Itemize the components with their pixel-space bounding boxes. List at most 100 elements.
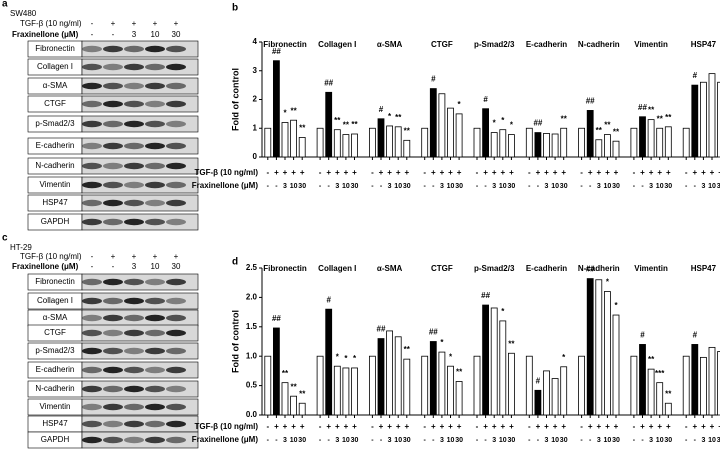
- blot-band: [103, 181, 123, 189]
- lane-sign: 30: [351, 437, 359, 444]
- protein-label: GAPDH: [41, 217, 70, 226]
- lane-sign: 10: [290, 183, 298, 190]
- lane-sign: +: [614, 168, 619, 177]
- protein-label: N-cadherin: [35, 161, 74, 170]
- bar: [421, 355, 429, 416]
- bar: [639, 116, 646, 158]
- blot-band: [82, 181, 102, 189]
- lane-sign: +: [448, 422, 453, 431]
- lane-sign: -: [484, 183, 487, 190]
- lane-sign: +: [326, 168, 331, 177]
- bar: [647, 368, 655, 416]
- row-label: TGF-β (10 ng/ml): [194, 168, 258, 177]
- lane-sign: 30: [403, 437, 411, 444]
- panel-letter: b: [232, 3, 238, 14]
- blot-band: [103, 45, 123, 53]
- lane-sign: -: [432, 183, 435, 190]
- significance: #: [693, 331, 698, 340]
- bar: [377, 118, 385, 158]
- bar: [403, 358, 411, 416]
- lane-sign: -: [528, 437, 531, 444]
- significance: **: [604, 121, 611, 130]
- significance: **: [657, 114, 664, 123]
- protein-label: HSP47: [42, 198, 68, 207]
- bar: [534, 132, 542, 158]
- y-tick-label: 1: [253, 123, 258, 132]
- lane-sign: 30: [717, 437, 720, 444]
- group-label: HSP47: [691, 264, 717, 273]
- lane-sign: +: [718, 422, 720, 431]
- significance: **: [282, 369, 289, 378]
- group-label: HSP47: [691, 40, 717, 49]
- bar: [691, 344, 699, 416]
- blot-band: [82, 100, 102, 108]
- group-label: N-cadherin: [578, 40, 620, 49]
- blot-band: [166, 436, 186, 444]
- bar: [281, 382, 289, 416]
- bar: [325, 91, 333, 158]
- lane-sign: +: [649, 168, 654, 177]
- lane-sign: +: [492, 422, 497, 431]
- cell-line: SW480: [10, 9, 37, 18]
- blot-band: [82, 420, 102, 428]
- bar: [368, 127, 376, 158]
- bar: [281, 122, 289, 158]
- bar: [578, 127, 585, 158]
- lane-sign: -: [476, 437, 479, 444]
- significance: *: [501, 116, 505, 125]
- lane-sign: 30: [717, 183, 720, 190]
- lane-sign: +: [300, 168, 305, 177]
- blot-band: [82, 142, 102, 150]
- bar: [612, 140, 620, 158]
- lane-sign: -: [633, 168, 636, 177]
- y-tick-label: 1.0: [246, 351, 258, 360]
- lane-sign: -: [476, 183, 479, 190]
- lane-sign: 10: [604, 183, 612, 190]
- y-tick-label: 0.5: [246, 381, 258, 390]
- significance: *: [388, 112, 392, 121]
- significance: *: [510, 121, 514, 130]
- lane-sign: +: [710, 422, 715, 431]
- lane-sign: +: [509, 168, 514, 177]
- bar: [499, 320, 507, 416]
- bar: [682, 127, 690, 158]
- significance: **: [665, 113, 672, 122]
- significance: #: [326, 295, 331, 304]
- blot-band: [145, 100, 165, 108]
- panel-letter: a: [2, 0, 8, 10]
- protein-label: CTGF: [44, 99, 66, 108]
- bar: [717, 351, 720, 416]
- blot-band: [103, 366, 123, 374]
- lane-sign: +: [404, 422, 409, 431]
- lane-sign: 10: [551, 183, 559, 190]
- lane-sign: 30: [403, 183, 411, 190]
- group-label: Fibronectin: [263, 264, 307, 273]
- blot-band: [103, 199, 123, 207]
- bar: [578, 355, 585, 416]
- bar: [490, 132, 498, 158]
- lane-sign: 10: [708, 183, 716, 190]
- lane-sign: 3: [545, 183, 549, 190]
- bar: [586, 110, 594, 158]
- lane-sign: +: [283, 422, 288, 431]
- blot-band: [145, 142, 165, 150]
- y-tick-label: 0.0: [246, 410, 258, 419]
- y-tick-label: 1.5: [246, 322, 258, 331]
- lane-sign: -: [91, 262, 94, 271]
- lane-sign: -: [267, 437, 270, 444]
- group-label: Collagen I: [318, 40, 356, 49]
- protein-label: Collagen I: [37, 296, 73, 305]
- significance: **: [596, 126, 603, 135]
- lane-sign: 30: [172, 262, 181, 271]
- lane-sign: -: [91, 252, 94, 261]
- significance: *: [501, 307, 505, 316]
- lane-sign: +: [536, 168, 541, 177]
- blot-band: [124, 120, 144, 128]
- lane-sign: 3: [649, 437, 653, 444]
- bar: [421, 127, 429, 158]
- significance: ***: [655, 369, 665, 378]
- bar: [691, 84, 699, 158]
- protein-label: Vimentin: [40, 402, 71, 411]
- bar: [438, 93, 446, 158]
